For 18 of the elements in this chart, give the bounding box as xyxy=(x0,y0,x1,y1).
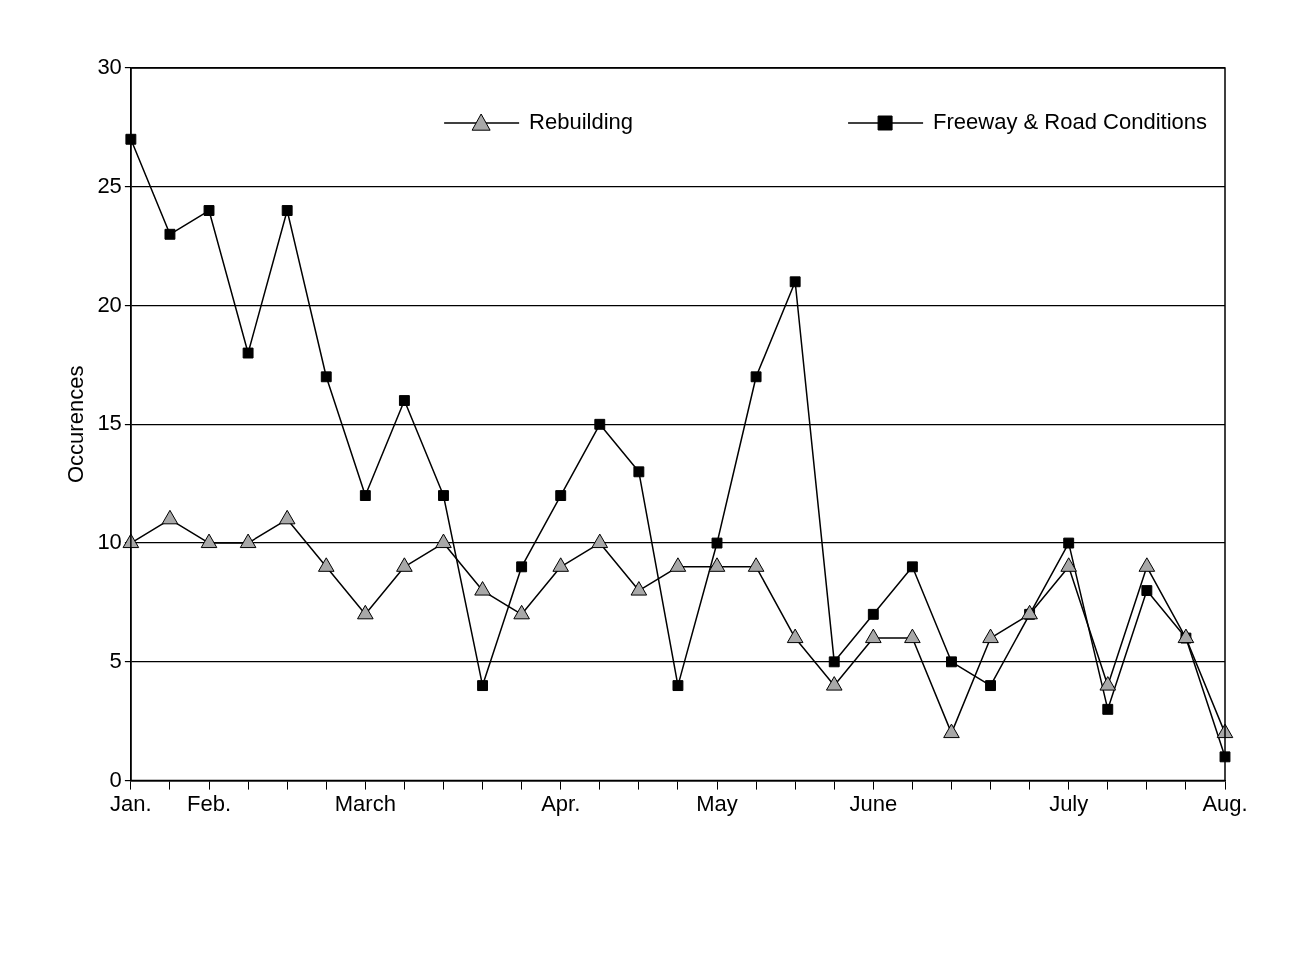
x-tick-label: July xyxy=(1049,790,1089,816)
x-tick-label: May xyxy=(696,790,738,816)
x-tick-label: Aug. xyxy=(1202,790,1248,816)
legend-label: Rebuilding xyxy=(529,109,634,135)
x-tick-label: March xyxy=(334,790,396,816)
y-tick-label: 5 xyxy=(109,647,122,673)
y-tick-label: 30 xyxy=(97,54,122,80)
y-tick-label: 10 xyxy=(97,529,122,555)
y-tick-label: 25 xyxy=(97,172,122,198)
legend-label: Freeway & Road Conditions xyxy=(933,109,1208,135)
x-tick-label: Jan. xyxy=(110,790,152,816)
y-tick-label: 20 xyxy=(97,291,122,317)
y-tick-label: 0 xyxy=(109,766,122,792)
x-tick-label: June xyxy=(849,790,898,816)
y-axis-title: Occurences xyxy=(63,365,89,483)
x-tick-label: Feb. xyxy=(187,790,232,816)
x-tick-label: Apr. xyxy=(541,790,581,816)
y-tick-label: 15 xyxy=(97,410,122,436)
